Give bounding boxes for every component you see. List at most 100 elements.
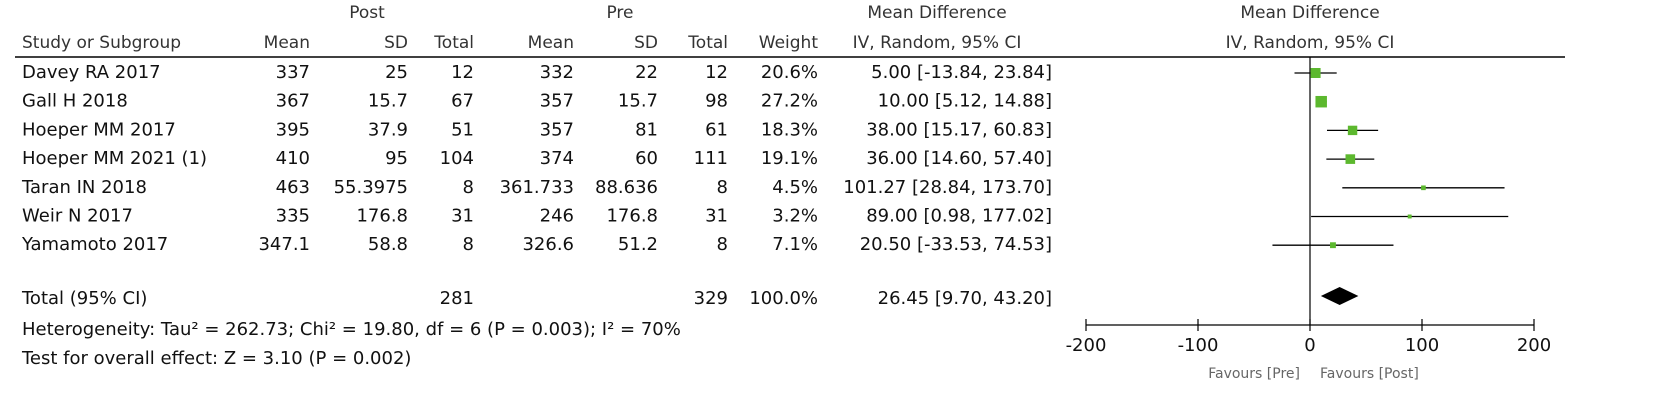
table-cell: 25 <box>385 62 408 83</box>
table-cell: 3.2% <box>772 206 818 227</box>
column-header: Mean <box>528 33 574 53</box>
table-cell: 37.9 <box>368 119 408 140</box>
table-cell: 367 <box>276 91 310 112</box>
table-cell: 36.00 [14.60, 57.40] <box>866 148 1052 169</box>
total-cell: 26.45 [9.70, 43.20] <box>878 288 1052 309</box>
table-cell: 5.00 [-13.84, 23.84] <box>871 62 1052 83</box>
favours-right: Favours [Post] <box>1320 366 1419 382</box>
table-cell: 31 <box>451 206 474 227</box>
table-cell: 15.7 <box>368 91 408 112</box>
table-cell: 15.7 <box>618 91 658 112</box>
table-cell: 12 <box>451 62 474 83</box>
table-cell: 8 <box>717 177 728 198</box>
point-estimate <box>1310 68 1321 78</box>
point-estimate <box>1407 214 1412 219</box>
table-cell: Taran IN 2018 <box>21 177 147 198</box>
table-cell: 7.1% <box>772 234 818 255</box>
table-cell: 95 <box>385 148 408 169</box>
column-header: SD <box>384 33 408 53</box>
x-tick-label: -100 <box>1178 335 1219 356</box>
x-tick-label: -200 <box>1066 335 1107 356</box>
table-cell: 101.27 [28.84, 173.70] <box>843 177 1052 198</box>
group-header: Mean Difference <box>1240 3 1379 23</box>
table-cell: 335 <box>276 206 310 227</box>
favours-left: Favours [Pre] <box>1208 366 1300 382</box>
table-cell: Yamamoto 2017 <box>21 234 168 255</box>
table-cell: 55.3975 <box>334 177 408 198</box>
table-cell: 337 <box>276 62 310 83</box>
table-cell: 51.2 <box>618 234 658 255</box>
column-header: Weight <box>759 33 819 53</box>
point-estimate <box>1421 185 1426 191</box>
table-cell: 60 <box>635 148 658 169</box>
table-cell: 357 <box>540 119 574 140</box>
table-cell: 111 <box>694 148 728 169</box>
point-estimate <box>1330 242 1336 249</box>
table-cell: 246 <box>540 206 574 227</box>
column-header: Total <box>687 33 728 53</box>
total-cell: 329 <box>694 288 728 309</box>
group-header: Mean Difference <box>867 3 1006 23</box>
column-header: IV, Random, 95% CI <box>853 33 1022 53</box>
group-header: Post <box>349 3 385 23</box>
total-cell: Total (95% CI) <box>21 288 147 309</box>
table-cell: Gall H 2018 <box>22 91 128 112</box>
table-cell: 19.1% <box>761 148 818 169</box>
table-cell: 463 <box>276 177 310 198</box>
table-cell: 357 <box>540 91 574 112</box>
table-cell: Hoeper MM 2021 (1) <box>22 148 207 169</box>
heterogeneity: Heterogeneity: Tau² = 262.73; Chi² = 19.… <box>22 319 681 340</box>
total-cell: 100.0% <box>749 288 818 309</box>
table-cell: 8 <box>463 234 474 255</box>
table-cell: 12 <box>705 62 728 83</box>
table-cell: 81 <box>635 119 658 140</box>
table-cell: Hoeper MM 2017 <box>22 119 176 140</box>
table-cell: 67 <box>451 91 474 112</box>
group-header: Pre <box>606 3 633 23</box>
x-tick-label: 0 <box>1304 335 1315 356</box>
table-cell: 88.636 <box>595 177 658 198</box>
pooled-diamond <box>1320 287 1359 305</box>
table-cell: 104 <box>440 148 474 169</box>
table-cell: 176.8 <box>356 206 408 227</box>
table-cell: 332 <box>540 62 574 83</box>
x-tick-label: 100 <box>1405 335 1439 356</box>
table-cell: Weir N 2017 <box>22 206 133 227</box>
column-header: SD <box>634 33 658 53</box>
total-cell: 281 <box>440 288 474 309</box>
column-header: Mean <box>264 33 310 53</box>
table-cell: 4.5% <box>772 177 818 198</box>
table-cell: 22 <box>635 62 658 83</box>
column-header: Total <box>433 33 474 53</box>
point-estimate <box>1315 95 1327 108</box>
table-cell: Davey RA 2017 <box>22 62 161 83</box>
table-cell: 347.1 <box>258 234 310 255</box>
table-cell: 326.6 <box>522 234 574 255</box>
table-cell: 18.3% <box>761 119 818 140</box>
table-cell: 89.00 [0.98, 177.02] <box>866 206 1052 227</box>
table-cell: 361.733 <box>500 177 574 198</box>
table-cell: 31 <box>705 206 728 227</box>
column-header: Study or Subgroup <box>22 33 181 53</box>
overall-effect: Test for overall effect: Z = 3.10 (P = 0… <box>21 348 411 369</box>
point-estimate <box>1345 154 1356 164</box>
table-cell: 374 <box>540 148 574 169</box>
table-cell: 27.2% <box>761 91 818 112</box>
table-cell: 51 <box>451 119 474 140</box>
table-cell: 410 <box>276 148 310 169</box>
x-tick-label: 200 <box>1517 335 1551 356</box>
table-cell: 38.00 [15.17, 60.83] <box>866 119 1052 140</box>
table-cell: 395 <box>276 119 310 140</box>
table-cell: 20.50 [-33.53, 74.53] <box>860 234 1052 255</box>
table-cell: 10.00 [5.12, 14.88] <box>878 91 1052 112</box>
table-cell: 61 <box>705 119 728 140</box>
table-cell: 8 <box>717 234 728 255</box>
point-estimate <box>1347 125 1358 136</box>
table-cell: 98 <box>705 91 728 112</box>
plot-subtitle: IV, Random, 95% CI <box>1226 33 1395 53</box>
table-cell: 20.6% <box>761 62 818 83</box>
table-cell: 176.8 <box>606 206 658 227</box>
table-cell: 8 <box>463 177 474 198</box>
